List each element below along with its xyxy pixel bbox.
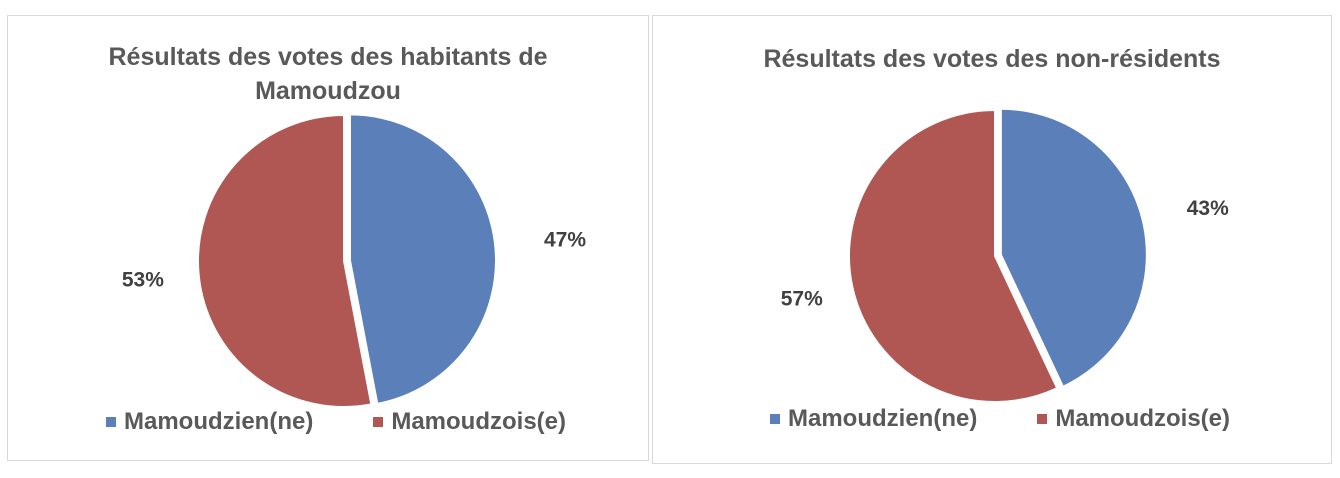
- pie-chart: 43% 57%: [781, 107, 1229, 403]
- pie-slice-mamoudzois: [848, 108, 1059, 403]
- legend-swatch: [1037, 414, 1048, 424]
- data-label-mamoudzien: 43%: [1187, 197, 1229, 220]
- chart-title: Résultats des votes des habitants de Mam…: [108, 43, 548, 105]
- legend-item-mamoudzien: Mamoudzien(ne): [106, 408, 313, 436]
- legend-label: Mamoudzois(e): [391, 408, 566, 435]
- chart-title: Résultats des votes des non-résidents: [763, 45, 1221, 73]
- legend-swatch: [373, 417, 384, 427]
- legend-label: Mamoudzien(ne): [124, 408, 314, 435]
- data-label-mamoudzois: 57%: [781, 288, 823, 311]
- pie-chart: 47% 53%: [122, 113, 586, 408]
- legend-item-mamoudzois: Mamoudzois(e): [1037, 405, 1230, 433]
- pie-slice-mamoudzien: [348, 113, 497, 406]
- pie-slice-mamoudzois: [197, 113, 373, 408]
- chart-legend: Mamoudzien(ne) Mamoudzois(e): [770, 405, 1230, 433]
- legend-item-mamoudzien: Mamoudzien(ne): [770, 405, 977, 433]
- chart-panel-residents: Résultats des votes des habitants de Mam…: [7, 15, 649, 461]
- legend-swatch: [770, 414, 780, 424]
- chart-legend: Mamoudzien(ne) Mamoudzois(e): [106, 408, 566, 436]
- legend-label: Mamoudzien(ne): [788, 405, 978, 432]
- legend-label: Mamoudzois(e): [1055, 405, 1230, 432]
- chart-panel-non-residents: Résultats des votes des non-résidents 43…: [652, 15, 1332, 464]
- pie-slice-mamoudzien: [999, 107, 1148, 389]
- data-label-mamoudzien: 47%: [544, 229, 586, 252]
- legend-swatch: [106, 417, 116, 427]
- legend-item-mamoudzois: Mamoudzois(e): [373, 408, 566, 436]
- data-label-mamoudzois: 53%: [122, 269, 164, 292]
